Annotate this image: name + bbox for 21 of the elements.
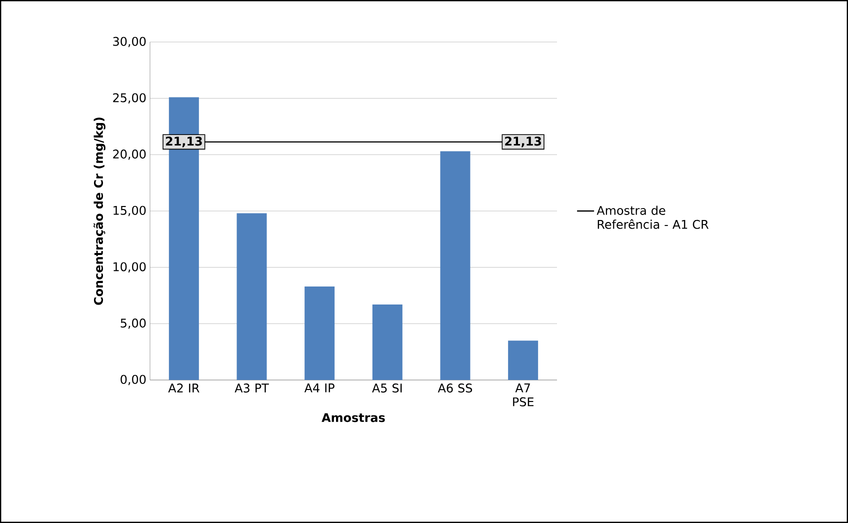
- bar: [508, 340, 538, 380]
- legend-label: Amostra de Referência - A1 CR: [596, 206, 709, 229]
- bar: [372, 304, 402, 380]
- y-tick-label: 30,00: [113, 36, 146, 48]
- bar: [440, 151, 470, 380]
- y-axis-title: Concentração de Cr (mg/kg): [94, 118, 106, 305]
- x-tick-label: A6 SS: [438, 384, 472, 393]
- bar: [304, 286, 335, 380]
- y-tick-label: 5,00: [120, 318, 146, 329]
- x-tick-label: A2 IR: [168, 384, 200, 392]
- x-tick-label: A3 PT: [234, 384, 269, 393]
- x-axis-title: Amostras: [322, 413, 385, 422]
- y-tick-label: 0,00: [120, 374, 146, 386]
- x-tick-label: A5 SI: [372, 384, 402, 393]
- y-tick-label: 15,00: [114, 206, 146, 216]
- y-tick-label: 10,00: [114, 262, 146, 272]
- x-tick-label: A7 PSE: [513, 384, 534, 406]
- y-tick-label: 20,00: [113, 150, 146, 160]
- x-tick-label: A4 IP: [304, 384, 334, 392]
- bar: [236, 213, 267, 380]
- y-tick-label: 25,00: [113, 93, 146, 104]
